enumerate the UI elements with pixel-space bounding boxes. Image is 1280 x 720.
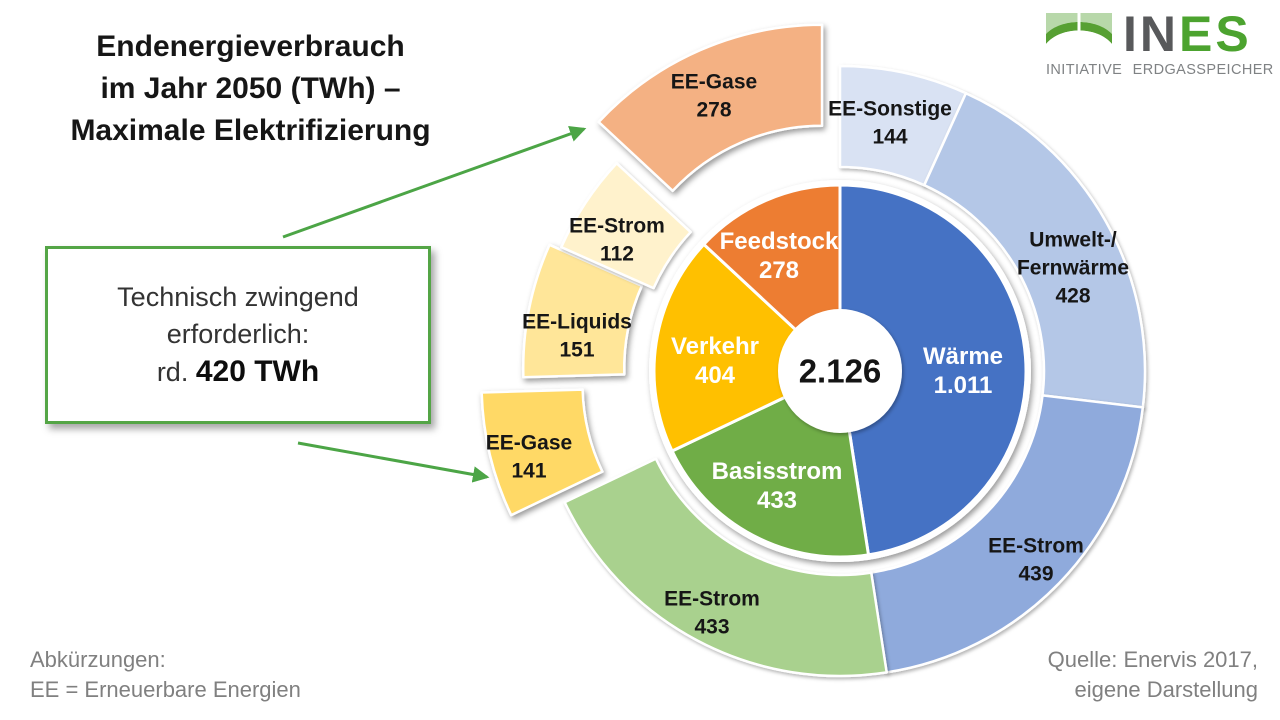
outer-label-umwelt-fernwaerme: 428 [1055, 285, 1090, 308]
outer-segment-ee-gase-feedstock [597, 23, 824, 193]
outer-segment-umwelt-fernwaerme [922, 91, 1147, 409]
inner-label-feedstock: Feedstock [720, 228, 839, 255]
inner-label-basisstrom: 433 [757, 487, 797, 514]
outer-label-ee-liquids: 151 [559, 339, 594, 362]
outer-label-umwelt-fernwaerme: Umwelt-/ [1029, 229, 1117, 252]
outer-segment-ee-strom-waerme [869, 394, 1145, 674]
callout-arrow-1 [282, 125, 587, 239]
ines-logo-text-gray: IN [1123, 6, 1179, 62]
callout-line: Technisch zwingend [117, 282, 359, 312]
outer-label-ee-gase-feedstock: 278 [696, 99, 731, 122]
callout-value-line: rd. 420 TWh [48, 353, 428, 391]
inner-label-verkehr: Verkehr [671, 333, 759, 360]
callout-line: erforderlich: [166, 319, 310, 349]
inner-label-waerme: Wärme [923, 343, 1003, 370]
source-line: Quelle: Enervis 2017, [1047, 647, 1258, 672]
outer-label-ee-strom-waerme: 439 [1018, 563, 1053, 586]
abbreviations-line: Abkürzungen: [30, 647, 166, 672]
outer-label-ee-liquids: EE-Liquids [522, 311, 632, 334]
inner-segment-verkehr [652, 242, 842, 453]
outer-label-ee-gase-verkehr: EE-Gase [486, 432, 572, 455]
outer-label-ee-strom-waerme: EE-Strom [988, 535, 1084, 558]
center-total-label: 2.126 [799, 353, 882, 390]
outer-segment-ee-liquids [522, 243, 644, 379]
outer-label-umwelt-fernwaerme: Fernwärme [1017, 257, 1129, 280]
inner-label-waerme: 1.011 [934, 372, 993, 399]
callout-value: 420 TWh [195, 355, 320, 388]
page-title: Endenergieverbrauch im Jahr 2050 (TWh) –… [28, 26, 473, 152]
callout-box: Technisch zwingend erforderlich: rd. 420… [45, 246, 431, 424]
outer-label-ee-strom-verkehr: 112 [600, 243, 634, 266]
outer-segment-ee-strom-basisstrom [563, 457, 888, 678]
outer-label-ee-gase-verkehr: 141 [511, 460, 546, 483]
outer-label-ee-strom-basisstrom: EE-Strom [664, 588, 760, 611]
inner-label-feedstock: 278 [759, 257, 799, 284]
callout-value-prefix: rd. [156, 357, 196, 387]
abbreviations-note: Abkürzungen: EE = Erneuerbare Energien [30, 645, 301, 705]
source-note: Quelle: Enervis 2017, eigene Darstellung [1048, 645, 1258, 705]
outer-segment-ee-strom-verkehr [560, 162, 692, 290]
source-line: eigene Darstellung [1074, 677, 1258, 702]
inner-segment-waerme [838, 183, 1028, 557]
outer-label-ee-strom-basisstrom: 433 [694, 616, 729, 639]
ines-logo-icon [1046, 13, 1112, 53]
ines-logo-text-green: ES [1179, 6, 1252, 62]
ines-logo-subtitle: INITIATIVE ERDGASSPEICHER [1046, 62, 1274, 78]
ines-logo-text: INES [1123, 9, 1252, 59]
outer-segment-ee-gase-verkehr [480, 388, 604, 517]
page-title-line: im Jahr 2050 (TWh) – [100, 72, 401, 105]
donut-center-hole [778, 309, 902, 433]
ines-logo: INES INITIATIVE ERDGASSPEICHER [1046, 9, 1274, 78]
abbreviations-line: EE = Erneuerbare Energien [30, 677, 301, 702]
page-title-line: Maximale Elektrifizierung [70, 114, 431, 147]
outer-label-ee-sonstige: EE-Sonstige [828, 98, 952, 121]
ines-logo-row: INES [1046, 9, 1262, 59]
inner-label-basisstrom: Basisstrom [712, 458, 843, 485]
outer-label-ee-strom-verkehr: EE-Strom [569, 215, 665, 238]
inner-label-verkehr: 404 [695, 362, 736, 389]
outer-label-ee-gase-feedstock: EE-Gase [671, 71, 757, 94]
page-title-line: Endenergieverbrauch [96, 30, 405, 63]
callout-arrow-2 [297, 441, 490, 483]
outer-label-ee-sonstige: 144 [872, 126, 907, 149]
